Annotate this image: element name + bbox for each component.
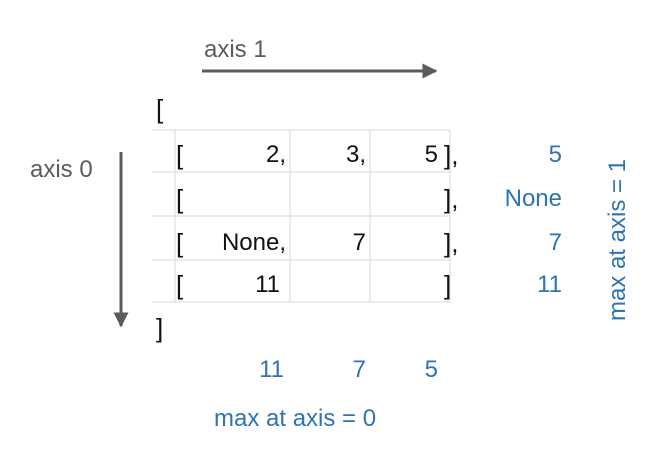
- cell: None,: [221, 229, 286, 256]
- axis-1-result-caption: max at axis = 1: [604, 158, 631, 322]
- outer-close-bracket: ]: [156, 313, 164, 343]
- row-close-bracket: ],: [444, 184, 459, 214]
- column-max-value: 7: [352, 356, 366, 383]
- axis-0-label: axis 0: [30, 156, 93, 183]
- outer-open-bracket: [: [156, 94, 164, 124]
- cell: 3,: [345, 141, 366, 168]
- cell: 7: [352, 229, 366, 256]
- row-open-bracket: [: [176, 184, 184, 214]
- row-max-value: 5: [548, 141, 562, 168]
- row-open-bracket: [: [176, 228, 184, 258]
- row-max-value: 11: [537, 271, 562, 298]
- row-close-bracket: ]: [444, 270, 452, 300]
- table-grid: [152, 129, 451, 303]
- column-max-value: 5: [424, 356, 438, 383]
- cell: 2,: [265, 141, 286, 168]
- row-max-value: 7: [548, 229, 562, 256]
- axis-0-result-caption: max at axis = 0: [214, 405, 377, 432]
- row-close-bracket: ],: [444, 140, 459, 170]
- row-open-bracket: [: [176, 270, 184, 300]
- axis-1-label: axis 1: [204, 36, 267, 63]
- cell: 5: [424, 141, 438, 168]
- cell: 11: [255, 271, 280, 298]
- row-close-bracket: ],: [444, 228, 459, 258]
- column-max-value: 11: [259, 356, 284, 383]
- row-open-bracket: [: [176, 140, 184, 170]
- row-max-value: None: [504, 185, 562, 212]
